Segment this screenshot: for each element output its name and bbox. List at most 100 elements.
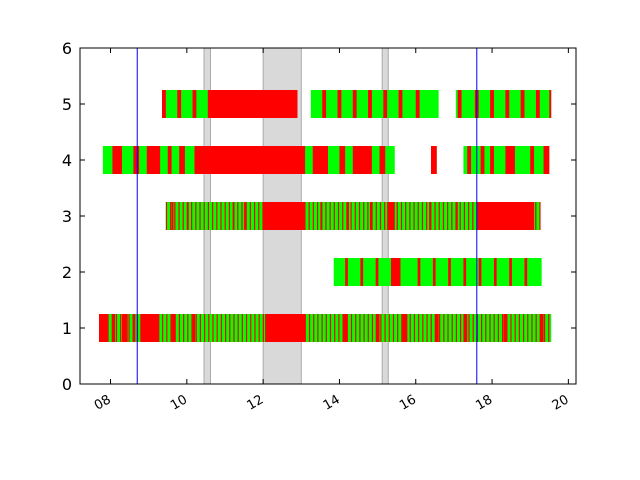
bar-off-row2-10 <box>509 258 512 286</box>
bar-stripe-row1-92 <box>485 314 487 342</box>
bar-off-row1-4 <box>140 314 160 342</box>
bar-stripe-row3-23 <box>262 202 264 230</box>
bar-off-row4-5 <box>194 146 306 174</box>
bar-off-row1-7 <box>265 314 306 342</box>
bar-stripe-row1-71 <box>397 314 399 342</box>
bar-stripe-row3-10 <box>207 202 210 230</box>
bar-off-row4-0 <box>112 146 122 174</box>
bar-stripe-row1-104 <box>535 314 537 342</box>
bar-stripe-row1-63 <box>363 314 365 342</box>
bar-stripe-row1-88 <box>468 314 470 342</box>
xtick-label-20: 20 <box>550 392 572 413</box>
bar-stripe-row3-7 <box>195 202 197 230</box>
bar-off-row2-11 <box>524 258 528 286</box>
xtick-label-10: 10 <box>168 392 190 413</box>
bar-off-row4-7 <box>339 146 346 174</box>
bar-stripe-row3-55 <box>396 202 398 230</box>
bar-stripe-row3-50 <box>375 202 377 230</box>
bar-stripe-row3-56 <box>400 202 403 230</box>
bar-off-row5-2 <box>192 90 197 118</box>
bar-off-row4-1 <box>133 146 140 174</box>
bar-off-row1-9 <box>375 314 380 342</box>
bar-stripe-row1-79 <box>430 314 432 342</box>
bar-stripe-row1-26 <box>208 314 210 342</box>
bar-off-row3-9 <box>429 202 432 230</box>
bar-stripe-row1-23 <box>195 314 197 342</box>
bar-stripe-row1-69 <box>388 314 390 342</box>
bar-off-row5-0 <box>162 90 166 118</box>
bar-stripe-row1-2 <box>107 314 109 342</box>
bar-stripe-row1-81 <box>439 314 441 342</box>
bar-off-row1-13 <box>503 314 508 342</box>
bar-stripe-row3-44 <box>350 202 352 230</box>
bar-stripe-row3-42 <box>342 202 344 230</box>
bar-off-row5-13 <box>490 90 494 118</box>
bar-stripe-row1-107 <box>548 314 550 342</box>
bar-stripe-row3-12 <box>216 202 218 230</box>
bar-stripe-row1-52 <box>317 314 319 342</box>
bar-off-row4-13 <box>490 146 494 174</box>
bar-stripe-row3-48 <box>367 202 369 230</box>
bar-stripe-row1-72 <box>401 314 403 342</box>
bar-off-row5-9 <box>398 90 403 118</box>
bar-stripe-row1-53 <box>321 314 323 342</box>
bar-stripe-row1-76 <box>418 314 420 342</box>
bar-stripe-row3-40 <box>333 202 335 230</box>
ytick-label-4: 4 <box>62 151 72 170</box>
bar-off-row3-1 <box>186 202 189 230</box>
bar-stripe-row3-58 <box>409 202 411 230</box>
bar-off-row5-3 <box>207 90 298 118</box>
bar-off-row3-7 <box>369 202 372 230</box>
bar-stripe-row1-62 <box>359 314 361 342</box>
bar-stripe-row3-15 <box>228 202 230 230</box>
bar-stripe-row3-17 <box>237 202 239 230</box>
bar-stripe-row1-84 <box>451 314 453 342</box>
plot-marks <box>99 48 552 384</box>
bar-stripe-row1-17 <box>170 314 172 342</box>
bar-stripe-row1-15 <box>162 314 164 342</box>
bar-stripe-row3-88 <box>535 202 537 230</box>
bar-off-row5-4 <box>322 90 327 118</box>
bar-off-row1-10 <box>402 314 408 342</box>
bar-stripe-row1-93 <box>489 314 491 342</box>
bar-stripe-row1-82 <box>443 314 445 342</box>
bar-stripe-row3-66 <box>442 202 445 230</box>
bar-stripe-row1-96 <box>501 314 504 342</box>
xtick-label-12: 12 <box>244 392 266 413</box>
bar-stripe-row1-4 <box>115 314 118 342</box>
bar-stripe-row1-59 <box>346 314 348 342</box>
bar-off-row2-7 <box>463 258 467 286</box>
ytick-label-6: 6 <box>62 39 72 58</box>
bar-stripe-row1-58 <box>342 314 344 342</box>
bar-off-row5-14 <box>505 90 510 118</box>
bar-stripe-row1-55 <box>329 314 332 342</box>
bar-stripe-row1-51 <box>313 314 315 342</box>
bar-stripe-row3-2 <box>174 202 176 230</box>
bar-off-row2-4 <box>417 258 421 286</box>
bar-stripe-row1-5 <box>120 314 122 342</box>
bar-stripe-row3-20 <box>249 202 251 230</box>
bar-stripe-row1-20 <box>183 314 185 342</box>
bar-off-row1-6 <box>192 314 196 342</box>
bar-off-row2-1 <box>360 258 364 286</box>
bar-stripe-row3-36 <box>316 202 319 230</box>
bar-stripe-row1-106 <box>543 314 546 342</box>
bar-stripe-row3-65 <box>438 202 440 230</box>
xtick-label-8: 08 <box>92 392 114 413</box>
xtick-label-18: 18 <box>473 392 495 413</box>
bar-stripe-row1-31 <box>229 314 231 342</box>
ytick-label-1: 1 <box>62 319 72 338</box>
bar-stripe-row3-0 <box>165 202 168 230</box>
bar-stripe-row1-78 <box>426 314 428 342</box>
bar-stripe-row3-60 <box>417 202 419 230</box>
bar-stripe-row1-19 <box>178 314 181 342</box>
bar-stripe-row3-72 <box>468 202 470 230</box>
bar-off-row4-10 <box>431 146 437 174</box>
bar-stripe-row1-38 <box>258 314 260 342</box>
bar-off-row4-3 <box>167 146 172 174</box>
bar-off-row2-0 <box>345 258 348 286</box>
bar-stripe-row3-3 <box>178 202 180 230</box>
bar-stripe-row1-90 <box>476 314 478 342</box>
